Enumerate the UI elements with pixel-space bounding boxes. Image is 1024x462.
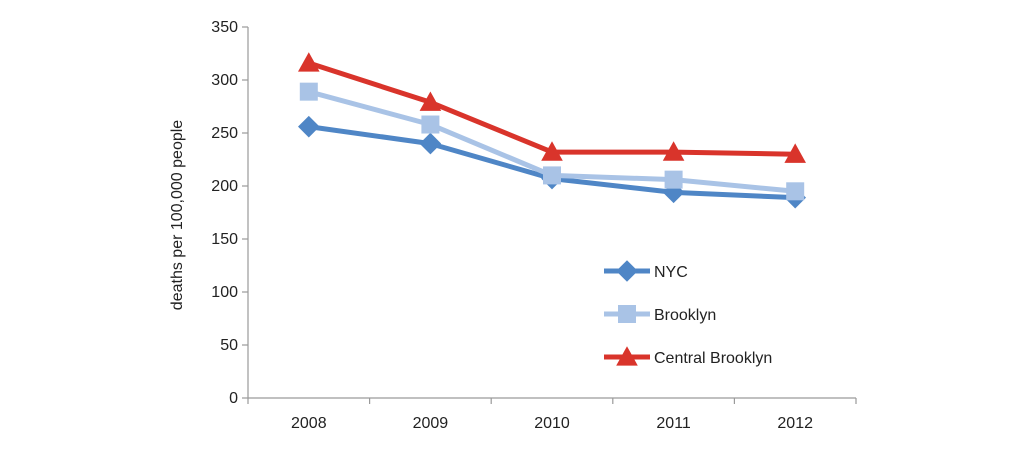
data-point: [298, 52, 320, 72]
y-tick-label: 350: [211, 19, 238, 36]
y-tick-label: 200: [211, 178, 238, 195]
legend-item: Central Brooklyn: [604, 346, 772, 367]
series-central-brooklyn: [298, 52, 806, 163]
series-brooklyn: [299, 82, 805, 201]
legend-label: Brooklyn: [654, 307, 716, 324]
data-point: [298, 115, 320, 138]
legend-item: NYC: [604, 260, 688, 282]
data-point: [543, 166, 561, 185]
legend-marker: [616, 260, 638, 282]
series-layer: [298, 52, 806, 209]
x-tick-label: 2010: [534, 415, 570, 432]
legend: NYC Brooklyn Central Brooklyn: [604, 260, 772, 367]
data-point: [419, 91, 442, 111]
x-tick-label: 2009: [413, 415, 449, 432]
y-axis-label: deaths per 100,000 people: [169, 120, 186, 310]
data-point: [662, 141, 685, 161]
x-tick-label: 2011: [656, 415, 691, 432]
legend-label: NYC: [654, 264, 688, 281]
y-tick-label: 300: [211, 72, 238, 89]
series-line: [306, 60, 798, 157]
data-point: [419, 132, 442, 155]
y-tick-label: 0: [229, 390, 238, 407]
data-point: [299, 82, 318, 101]
data-point: [784, 143, 806, 163]
legend-item: Brooklyn: [604, 305, 716, 324]
legend-marker: [616, 346, 638, 366]
y-tick-label: 100: [211, 284, 238, 301]
series-nyc: [298, 115, 806, 209]
data-point: [786, 182, 805, 201]
y-tick-label: 250: [211, 125, 238, 142]
y-tick-label: 150: [211, 231, 238, 248]
data-point: [664, 170, 683, 189]
x-tick-label: 2008: [291, 415, 327, 432]
x-tick-label: 2012: [777, 415, 813, 432]
legend-marker: [618, 305, 636, 323]
data-point: [541, 141, 563, 161]
axes: 0 50 100 150 200 250 300 350 2008 2009 2010 2011 201…: [211, 19, 857, 432]
data-point: [421, 115, 440, 134]
y-tick-label: 50: [220, 337, 238, 354]
legend-label: Central Brooklyn: [654, 350, 772, 367]
